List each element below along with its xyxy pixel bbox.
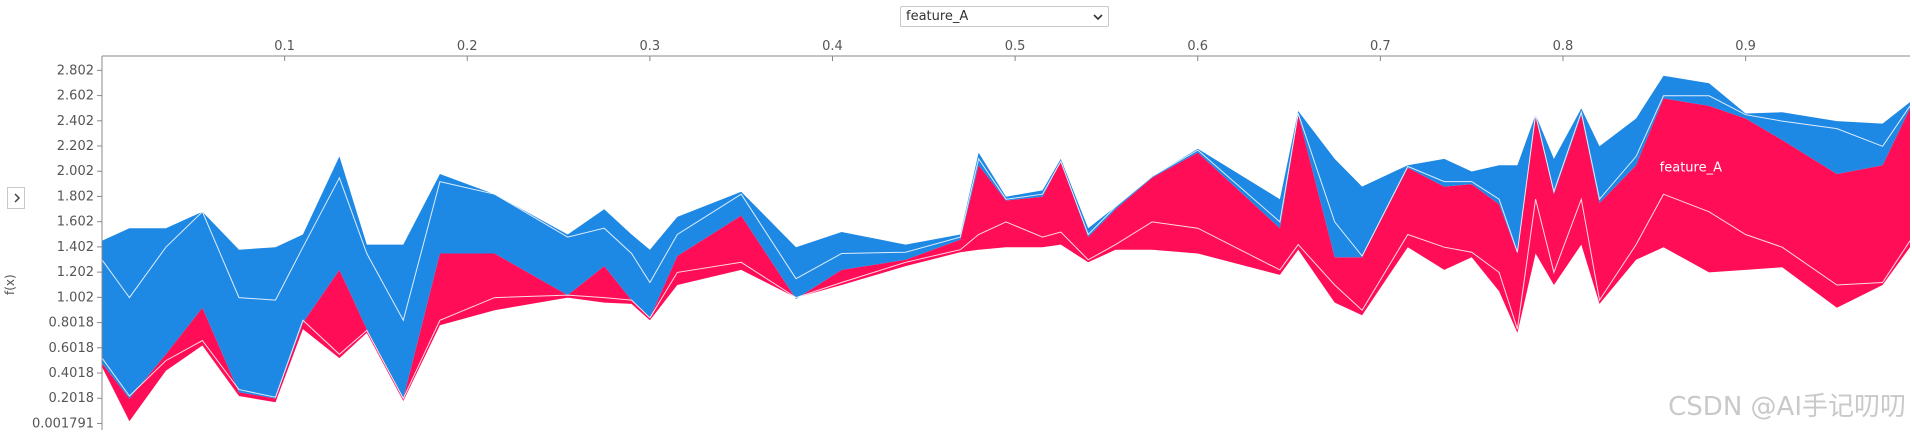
positive-effect-area [102,98,1910,422]
side-panel-toggle-button[interactable] [7,187,25,209]
x-tick-label: 0.4 [822,39,843,54]
chevron-down-icon [1093,14,1103,21]
y-tick-label: 1.602 [57,215,94,230]
x-tick-label: 0.2 [457,39,478,54]
feature-separator-line [101,95,1911,322]
y-tick-label: 2.002 [57,164,94,179]
y-tick-label: 0.6018 [49,341,95,356]
x-tick-label: 0.9 [1735,39,1756,54]
y-tick-label: 2.602 [57,89,94,104]
y-tick-label: 1.802 [57,189,94,204]
x-tick-label: 0.3 [640,39,661,54]
y-tick-label: 0.4018 [49,366,95,381]
feature-select-dropdown[interactable]: feature_A [900,6,1109,27]
y-tick-label: 0.8018 [49,316,95,331]
plot-layer: feature_A [101,75,1911,422]
chevron-right-icon [14,193,21,203]
y-tick-label: 1.202 [57,265,94,280]
y-axis-label: f(x) [3,274,17,295]
y-tick-label: 1.002 [57,290,94,305]
x-tick-label: 0.1 [274,39,295,54]
y-tick-label: 2.202 [57,139,94,154]
negative-effect-area [102,75,1910,399]
series-label: feature_A [1660,160,1722,175]
watermark: CSDN @AI手记叨叨 [1668,392,1906,422]
feature-separator-line [101,193,1911,400]
x-tick-label: 0.5 [1005,39,1026,54]
y-tick-label: 2.402 [57,114,94,129]
y-tick-label: 0.001791 [32,416,94,431]
y-tick-label: 0.2018 [49,391,95,406]
x-tick-label: 0.6 [1187,39,1208,54]
y-tick-label: 1.402 [57,240,94,255]
x-tick-label: 0.7 [1370,39,1391,54]
y-tick-label: 2.802 [57,63,94,78]
axes-layer: 2.802 2.602 2.402 2.202 2.002 1.802 1.602 1.402… [32,39,1910,431]
x-tick-label: 0.8 [1553,39,1574,54]
feature-select-value: feature_A [906,9,969,24]
